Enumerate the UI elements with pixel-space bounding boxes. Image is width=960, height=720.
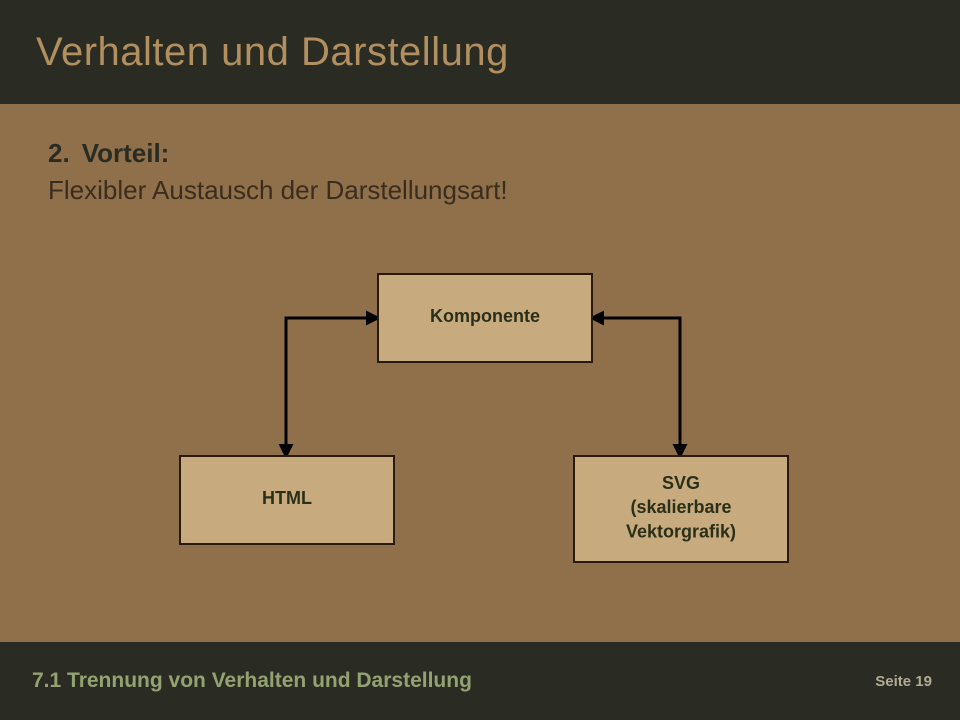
footer-section: 7.1 Trennung von Verhalten und Darstellu… — [32, 669, 472, 693]
diagram-node-html: HTML — [180, 456, 394, 544]
diagram-svg: Komponente HTML SVG (skalierbare Vektorgrafi… — [100, 264, 860, 594]
diagram: Komponente HTML SVG (skalierbare Vektorgrafi… — [0, 264, 960, 594]
slide: Verhalten und Darstellung 2. Vorteil: Fl… — [0, 0, 960, 720]
slide-title: Verhalten und Darstellung — [36, 30, 509, 75]
title-bar: Verhalten und Darstellung — [0, 0, 960, 104]
bullet-subline: Flexibler Austausch der Darstellungsart! — [48, 175, 912, 206]
svg-text:HTML: HTML — [262, 488, 312, 508]
slide-body: 2. Vorteil: Flexibler Austausch der Dars… — [0, 104, 960, 642]
svg-text:Komponente: Komponente — [430, 306, 540, 326]
bullet-row: 2. Vorteil: — [48, 138, 912, 169]
bullet-number: 2. — [48, 138, 70, 169]
svg-text:SVG: SVG — [662, 473, 700, 493]
svg-text:Vektorgrafik): Vektorgrafik) — [626, 521, 736, 541]
svg-text:(skalierbare: (skalierbare — [630, 497, 731, 517]
footer-page: Seite 19 — [875, 673, 932, 690]
footer: 7.1 Trennung von Verhalten und Darstellu… — [0, 642, 960, 720]
diagram-node-svg: SVG (skalierbare Vektorgrafik) — [574, 456, 788, 562]
bullet-label: Vorteil: — [82, 138, 170, 169]
diagram-node-komponente: Komponente — [378, 274, 592, 362]
